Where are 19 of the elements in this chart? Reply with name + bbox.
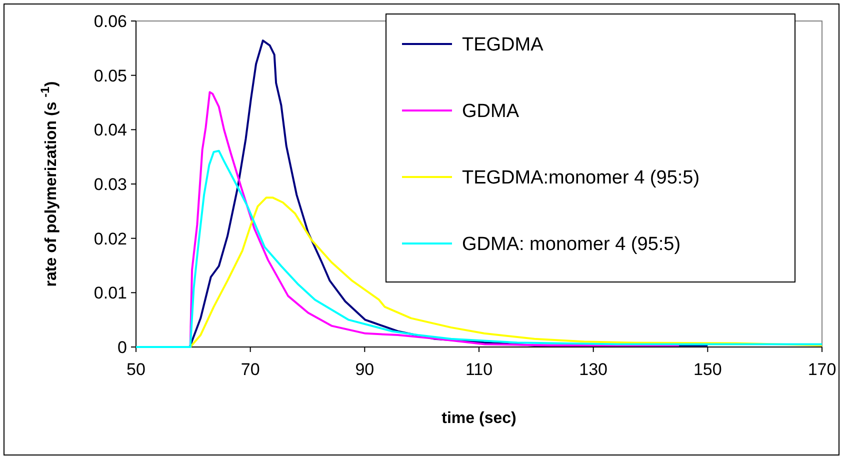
legend-label: GDMA <box>462 101 520 122</box>
x-tick-label: 50 <box>126 360 146 379</box>
y-tick-label: 0 <box>118 338 127 357</box>
x-axis-title: time (sec) <box>442 410 516 427</box>
y-tick-label: 0.01 <box>94 284 127 303</box>
x-tick-label: 130 <box>579 360 608 379</box>
y-tick-label: 0.05 <box>94 66 127 86</box>
x-tick-label: 110 <box>465 360 493 379</box>
y-tick-label: 0.03 <box>94 174 127 194</box>
x-tick-label: 170 <box>808 360 836 379</box>
x-tick-label: 90 <box>355 360 374 379</box>
legend-label: TEGDMA <box>462 34 544 56</box>
legend-label: GDMA: monomer 4 (95:5) <box>462 234 681 256</box>
y-tick-label: 0.06 <box>94 12 127 31</box>
x-tick-label: 70 <box>240 360 260 379</box>
legend-label: TEGDMA:monomer 4 (95:5) <box>462 168 700 189</box>
x-tick-label: 150 <box>693 360 722 379</box>
y-tick-label: 0.04 <box>94 120 127 140</box>
y-tick-label: 0.02 <box>94 229 127 248</box>
